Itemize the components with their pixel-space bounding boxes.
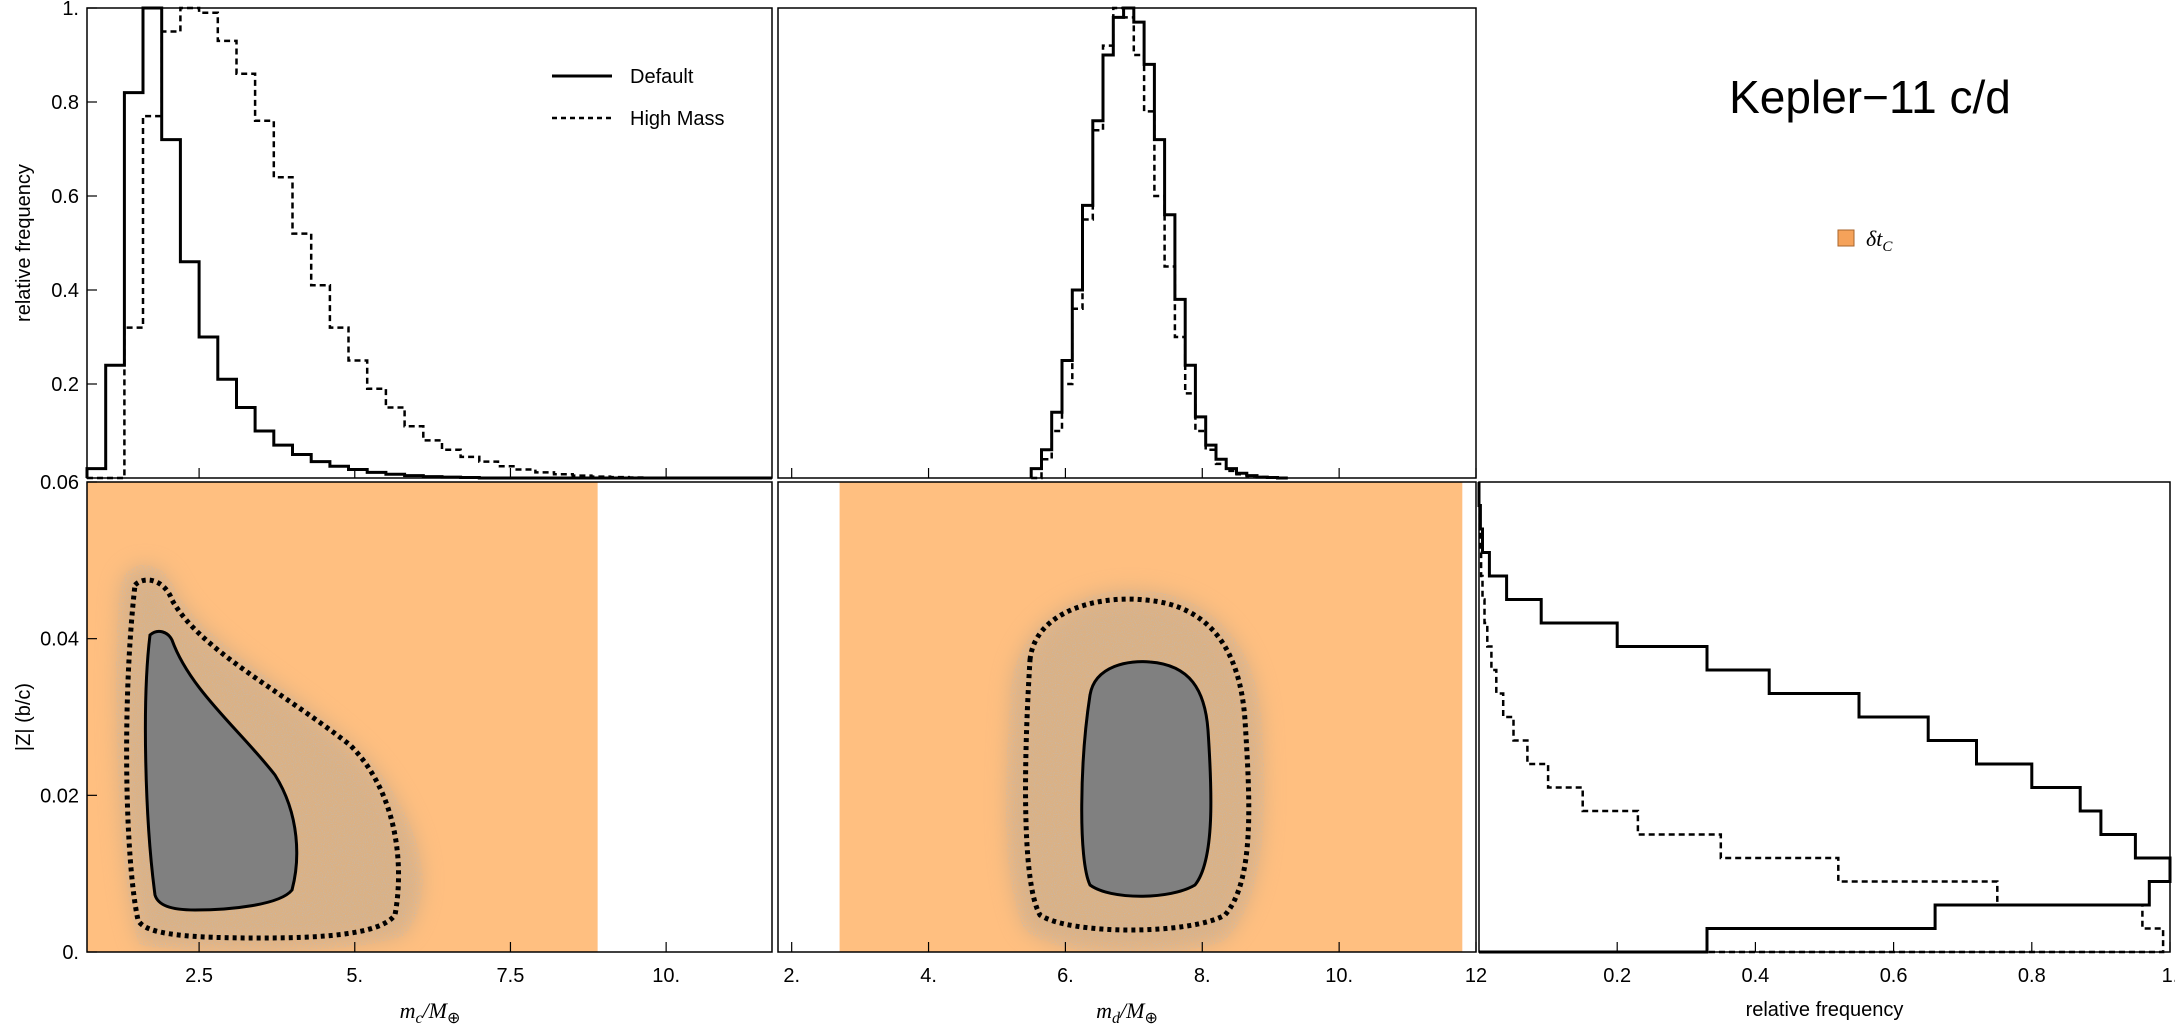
ytick-label: 0.02 [40,785,79,807]
panel-frame-bl [86,481,773,953]
ytick-label: 0.6 [51,186,79,208]
ytick-label: 0.04 [40,629,79,651]
histogram-layer [85,6,2172,954]
panel-frame-tm [777,7,1477,479]
xtick-label: 6. [1057,965,1074,987]
xtick-label: 2. [783,965,800,987]
hist-mc-high-mass [87,6,772,480]
xtick-label: 0.2 [1603,965,1631,987]
scatter-layer [116,564,1265,952]
ytick-label: 0.06 [40,472,79,494]
ylabel-relative-frequency: relative frequency [13,164,35,322]
xtick-label: 2.5 [185,965,213,987]
contour-1sigma-mc [143,629,299,912]
panel-frame-tl [86,7,773,479]
hist-md-default [1029,6,1288,480]
hist-md-high-mass [1031,6,1288,480]
xlabel-mc: mc/M⊕ [400,998,461,1027]
legend-region-label: δtC [1866,226,1893,255]
text-layer: 0.2 0.4 0.6 0.8 1. 0. 0.02 0.04 0.06 2.5 5. 7.5 10. 2… [13,0,2175,1027]
ylabel-z: |Z| (b/c) [13,683,35,751]
xtick-label: 7.5 [497,965,525,987]
hist-z-high-mass [1477,482,2165,954]
xtick-label: 12 [1465,965,1487,987]
xtick-label: 10. [652,965,680,987]
ytick-label: 0.8 [51,92,79,114]
xtick-label: 4. [920,965,937,987]
ytick-label: 0.4 [51,280,79,302]
legend-region-swatch [1837,229,1855,247]
panel-frame-bm [777,481,1477,953]
xtick-label: 0.6 [1880,965,1908,987]
contour-1sigma-md [1080,660,1213,898]
ytick-label: 0.2 [51,374,79,396]
xtick-label: 5. [346,965,363,987]
ytick-label: 1. [62,0,79,20]
xtick-label: 0.8 [2018,965,2046,987]
xtick-label: 1. [2162,965,2175,987]
ytick-label: 0. [62,942,79,964]
hist-z-default [1477,482,2172,954]
axes-layer [86,7,2171,953]
contour-2sigma-mc [124,577,402,941]
panel-frame-br [1478,481,2171,953]
legend-label: High Mass [630,108,724,130]
xlabel-md: md/M⊕ [1096,998,1158,1027]
xtick-label: 0.4 [1741,965,1769,987]
xlabel-relative-frequency: relative frequency [1746,999,1904,1021]
legend-label: Default [630,66,694,88]
contour-2sigma-md [1023,596,1252,933]
xtick-label: 10. [1325,965,1353,987]
chart-title: Kepler−11 c/d [1729,71,2011,123]
xtick-label: 8. [1194,965,1211,987]
